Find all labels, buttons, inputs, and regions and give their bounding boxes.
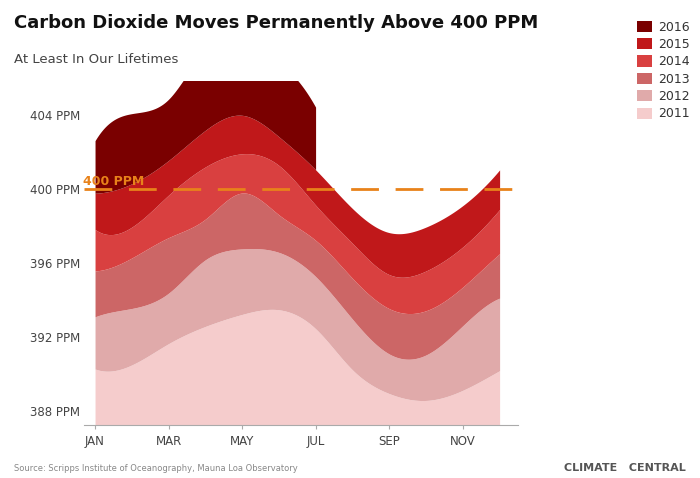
Legend: 2016, 2015, 2014, 2013, 2012, 2011: 2016, 2015, 2014, 2013, 2012, 2011 — [637, 21, 690, 120]
Text: At Least In Our Lifetimes: At Least In Our Lifetimes — [14, 53, 178, 65]
Text: Source: Scripps Institute of Oceanography, Mauna Loa Observatory: Source: Scripps Institute of Oceanograph… — [14, 464, 298, 473]
Text: CLIMATE   CENTRAL: CLIMATE CENTRAL — [564, 463, 686, 473]
Text: Carbon Dioxide Moves Permanently Above 400 PPM: Carbon Dioxide Moves Permanently Above 4… — [14, 14, 538, 33]
Text: 400 PPM: 400 PPM — [83, 174, 144, 188]
